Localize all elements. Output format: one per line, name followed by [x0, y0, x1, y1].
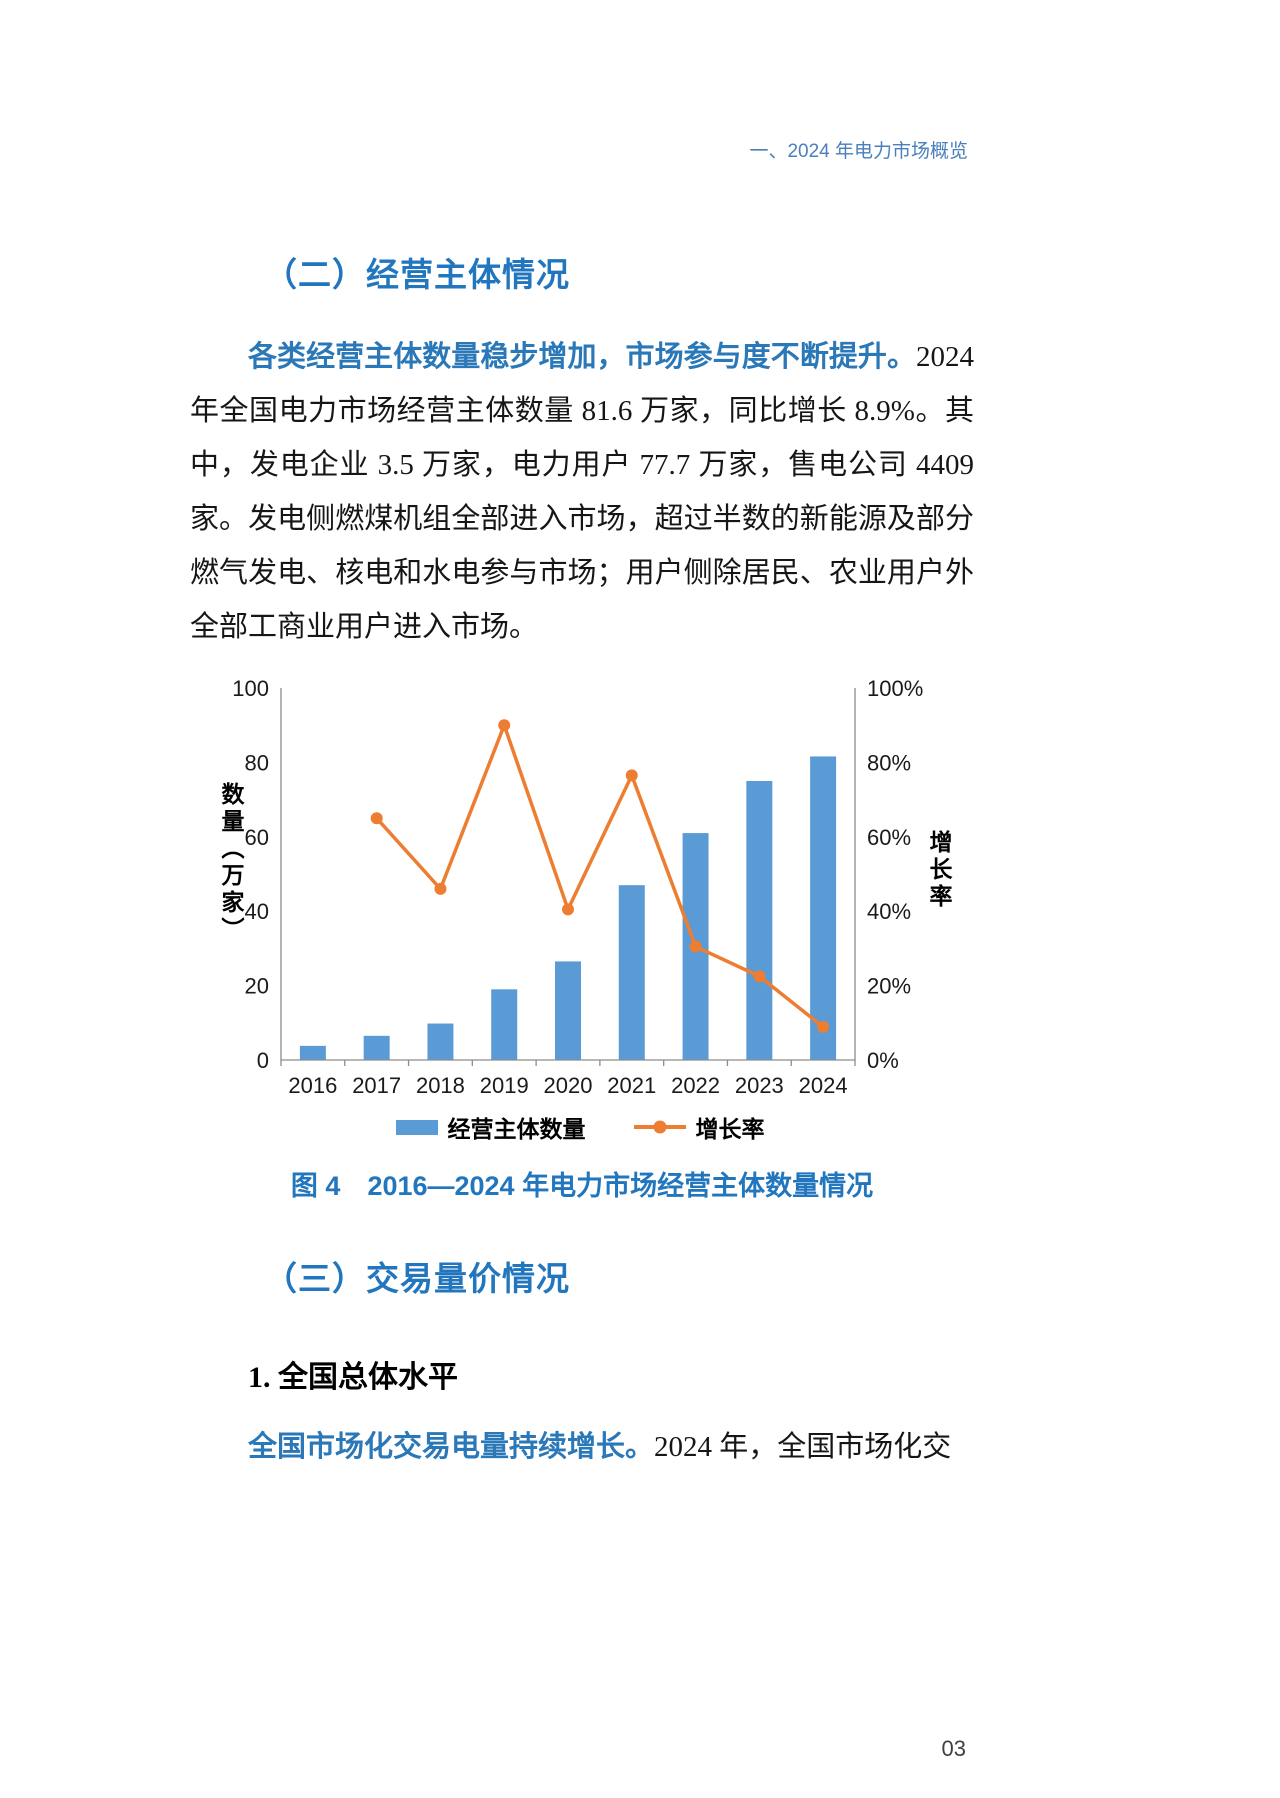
- svg-text:20: 20: [245, 974, 269, 999]
- page-header: 一、2024 年电力市场概览: [749, 141, 968, 162]
- svg-text:80: 80: [245, 750, 269, 775]
- svg-text:0: 0: [257, 1048, 269, 1073]
- paragraph-body-trading: 2024 年，全国市场化交: [654, 1431, 952, 1463]
- legend-bar-swatch: [395, 1119, 438, 1135]
- svg-text:0%: 0%: [867, 1048, 899, 1073]
- line-series: [370, 719, 830, 1033]
- svg-text:2022: 2022: [671, 1073, 720, 1098]
- svg-text:60%: 60%: [867, 825, 911, 850]
- svg-text:2021: 2021: [607, 1073, 656, 1098]
- section-heading-entities: （二）经营主体情况: [264, 256, 570, 293]
- right-axis-title: 增长率: [926, 830, 952, 911]
- legend-line-marker: [653, 1120, 666, 1134]
- svg-text:2020: 2020: [544, 1073, 593, 1098]
- svg-text:2018: 2018: [416, 1073, 465, 1098]
- paragraph-market-entities: 各类经营主体数量稳步增加，市场参与度不断提升。2024 年全国电力市场经营主体数…: [190, 330, 974, 654]
- legend-bar-label: 经营主体数量: [447, 1116, 586, 1142]
- legend-line-swatch: [633, 1120, 686, 1134]
- axis-tick-labels: 0 20 40 60 80 100 0% 20% 40% 60% 80% 100% 2016 2017 20…: [232, 676, 923, 1098]
- svg-text:2016: 2016: [288, 1073, 337, 1098]
- svg-text:80%: 80%: [867, 750, 911, 775]
- chart-legend: 经营主体数量 增长率: [188, 1110, 972, 1144]
- legend-line-label: 增长率: [695, 1116, 765, 1142]
- paragraph-lead-entities: 各类经营主体数量稳步增加，市场参与度不断提升。: [248, 341, 916, 373]
- legend-item-bars: 经营主体数量: [395, 1110, 586, 1144]
- svg-text:40: 40: [245, 899, 269, 924]
- page-number: 03: [941, 1736, 966, 1761]
- paragraph-body-entities: 2024 年全国电力市场经营主体数量 81.6 万家，同比增长 8.9%。其中，…: [190, 341, 974, 643]
- legend-item-line: 增长率: [633, 1110, 765, 1144]
- svg-text:100%: 100%: [867, 676, 923, 701]
- paragraph-lead-trading: 全国市场化交易电量持续增长。: [248, 1431, 655, 1463]
- figure-caption: 图 4 2016—2024 年电力市场经营主体数量情况: [290, 1171, 874, 1201]
- chart-figure: 0 20 40 60 80 100 0% 20% 40% 60% 80% 100% 2016 2017 20…: [188, 672, 972, 1150]
- chart-svg: 0 20 40 60 80 100 0% 20% 40% 60% 80% 100% 2016 2017 20…: [232, 676, 923, 1098]
- bar-series: [299, 756, 837, 1060]
- svg-text:20%: 20%: [867, 974, 911, 999]
- svg-text:40%: 40%: [867, 899, 911, 924]
- section-heading-trading: （三）交易量价情况: [264, 1260, 570, 1297]
- svg-text:2019: 2019: [480, 1073, 529, 1098]
- subsection-heading-national: 1. 全国总体水平: [248, 1361, 458, 1394]
- svg-text:2017: 2017: [352, 1073, 401, 1098]
- svg-text:2024: 2024: [799, 1073, 848, 1098]
- paragraph-trading: 全国市场化交易电量持续增长。2024 年，全国市场化交: [190, 1420, 974, 1474]
- svg-text:2023: 2023: [735, 1073, 784, 1098]
- axes: [280, 688, 856, 1066]
- left-axis-title: 数量（万家）: [218, 782, 244, 944]
- svg-text:60: 60: [245, 825, 269, 850]
- svg-text:100: 100: [232, 676, 269, 701]
